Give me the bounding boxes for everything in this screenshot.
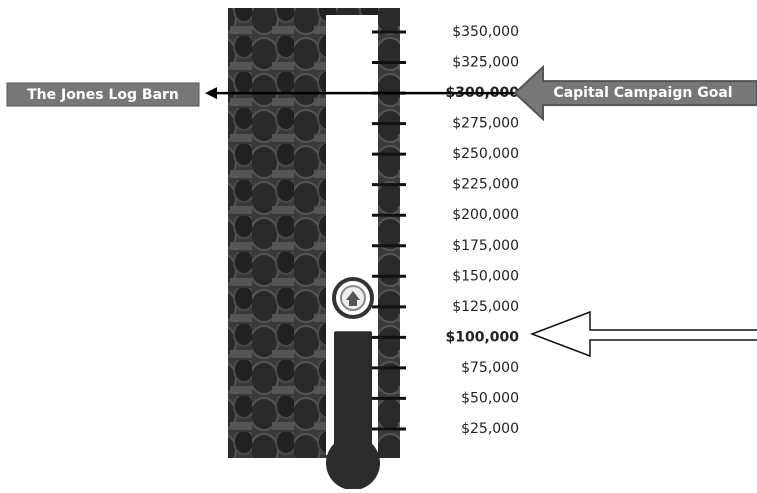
y-tick-label: $225,000 xyxy=(452,177,519,193)
y-tick-label: $50,000 xyxy=(461,390,519,406)
y-tick-label: $250,000 xyxy=(452,146,519,162)
chart: The Jones Log Barn $350,000$325,000$300,… xyxy=(0,0,757,489)
y-tick-label: $325,000 xyxy=(452,55,519,71)
y-tick-label: $350,000 xyxy=(452,24,519,40)
y-tick-label: $175,000 xyxy=(452,238,519,254)
goal-arrowhead xyxy=(205,87,217,99)
goal-label: Capital Campaign Goal xyxy=(553,85,732,101)
bulb xyxy=(326,436,380,489)
barn-label: The Jones Log Barn xyxy=(27,87,179,103)
y-tick-label: $275,000 xyxy=(452,116,519,132)
y-tick-label: $150,000 xyxy=(452,268,519,284)
y-tick-label: $200,000 xyxy=(452,207,519,223)
raised-arrow xyxy=(532,312,757,356)
y-tick-label: $25,000 xyxy=(461,421,519,437)
y-tick-label: $75,000 xyxy=(461,360,519,376)
y-tick-label: $100,000 xyxy=(445,329,519,345)
y-tick-label: $125,000 xyxy=(452,299,519,315)
